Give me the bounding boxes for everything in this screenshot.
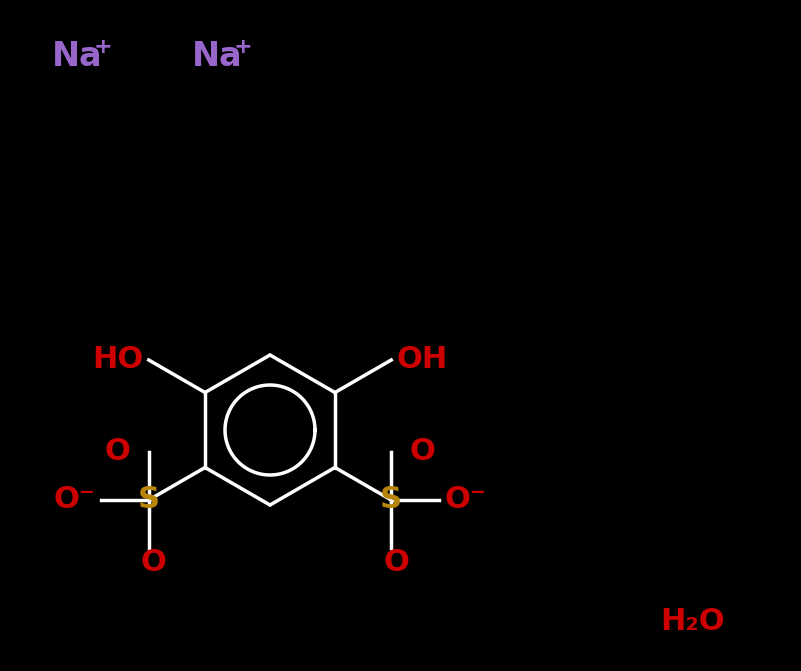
Text: S: S xyxy=(380,486,402,515)
Text: Na: Na xyxy=(192,40,243,74)
Text: Na: Na xyxy=(52,40,103,74)
Text: O: O xyxy=(384,548,409,577)
Text: O⁻: O⁻ xyxy=(54,486,96,515)
Text: O: O xyxy=(105,437,131,466)
Text: HO: HO xyxy=(92,346,143,374)
Text: OH: OH xyxy=(396,346,448,374)
Text: H₂O: H₂O xyxy=(660,607,725,637)
Text: +: + xyxy=(234,37,252,57)
Text: O⁻: O⁻ xyxy=(445,486,486,515)
Text: O: O xyxy=(409,437,435,466)
Text: +: + xyxy=(94,37,113,57)
Text: S: S xyxy=(138,486,159,515)
Text: O: O xyxy=(141,548,167,577)
